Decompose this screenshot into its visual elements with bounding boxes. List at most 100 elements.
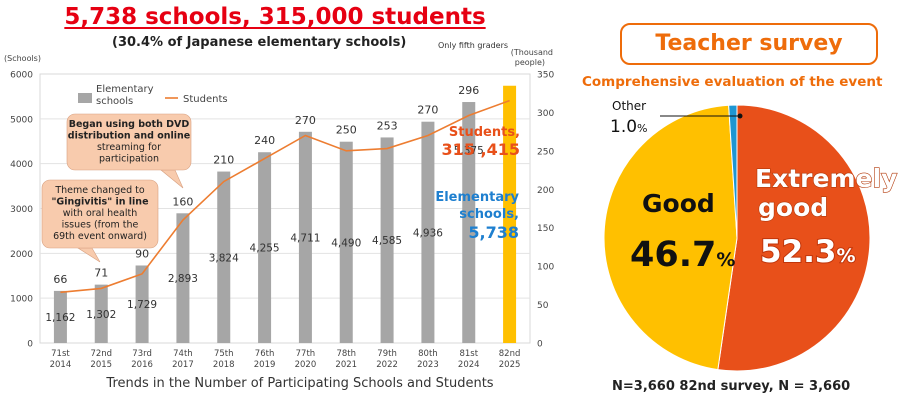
student-value-label: 240 [254, 134, 275, 147]
x-axis-tick: 73rd [132, 349, 152, 359]
school-bar [135, 265, 149, 343]
x-axis-tick: 79th [377, 349, 397, 359]
school-bar [421, 121, 435, 343]
schools-total-value: 5,738 [468, 223, 519, 242]
pie-value-good: 46.7% [630, 235, 735, 275]
student-line [60, 99, 510, 294]
school-bar [339, 141, 353, 343]
student-value-label: 210 [213, 154, 234, 167]
subtitle: (30.4% of Japanese elementary schools) [112, 35, 407, 50]
x-axis-tick: 74th [173, 349, 193, 359]
students-total-label: Students, [449, 125, 520, 140]
right-axis-unit: people) [515, 58, 545, 67]
student-value-label: 296 [458, 84, 479, 97]
right-axis-tick: 150 [537, 224, 554, 234]
participation-chart: 0 1000 2000 3000 4000 5000 6000 0 50 100 150 200 250… [4, 48, 554, 370]
x-axis-tick: 2017 [172, 360, 194, 370]
pie-slice-2 [603, 104, 738, 371]
right-axis-tick: 50 [537, 301, 549, 311]
callout-dvd-streaming-text: distribution and online [68, 131, 190, 142]
school-value-label: 4,255 [250, 243, 280, 255]
legend-schools-label: Elementary [96, 84, 154, 95]
x-axis-tick: 2018 [213, 360, 235, 370]
x-axis-tick: 76th [255, 349, 275, 359]
x-axis-tick: 2023 [417, 360, 439, 370]
right-axis-tick: 100 [537, 263, 554, 273]
right-axis-tick: 350 [537, 71, 554, 81]
x-axis-tick: 80th [418, 349, 438, 359]
school-value-label: 5,375 [454, 145, 484, 157]
pie-value-number: 1.0 [610, 117, 637, 137]
school-bar [462, 102, 476, 343]
legend-schools-label: schools [96, 96, 133, 107]
x-axis-tick: 75th [214, 349, 234, 359]
left-axis-tick: 1000 [10, 295, 33, 305]
left-axis-tick: 6000 [10, 71, 33, 81]
school-value-label: 4,711 [290, 232, 320, 244]
callout-dvd-streaming-text: participation [99, 154, 159, 165]
pie-value-number: 46.7 [630, 235, 716, 275]
survey-title: Teacher survey [620, 23, 878, 65]
x-axis-tick: 81st [459, 349, 478, 359]
pie-value-other: 1.0% [610, 117, 648, 137]
left-axis-tick: 3000 [10, 205, 33, 215]
callout-dvd-streaming-text: streaming for [97, 142, 161, 153]
pie-slice-3 [728, 104, 738, 239]
school-value-label: 1,729 [127, 299, 157, 311]
right-axis-tick: 250 [537, 147, 554, 157]
bars [53, 85, 517, 343]
left-axis-unit: (Schools) [4, 54, 41, 63]
school-bar [503, 85, 517, 343]
callout-theme-change-text: issues (from the [62, 220, 139, 231]
x-axis-tick: 2014 [50, 360, 72, 370]
callout-theme-change-text: 69th event onward) [53, 231, 147, 242]
pie-value-number: 52.3 [760, 234, 837, 270]
callout-theme-change [41, 179, 159, 249]
x-axis-tick: 2021 [335, 360, 357, 370]
left-axis-tick: 0 [27, 340, 33, 350]
student-value-label: 66 [53, 273, 67, 286]
other-leader-dot [737, 113, 743, 119]
x-axis-tick: 2025 [499, 360, 521, 370]
legend-students-label: Students [183, 94, 228, 105]
chart-caption: Trends in the Number of Participating Sc… [106, 376, 494, 391]
callout-theme-change-pointer [76, 247, 101, 263]
right-axis-tick: 300 [537, 109, 554, 119]
student-value-label: 270 [417, 104, 438, 117]
pie-value-extremely-good: 52.3% [760, 234, 856, 270]
school-value-label: 4,490 [331, 237, 361, 249]
student-value-label: 90 [135, 247, 149, 260]
school-value-label: 2,893 [168, 273, 198, 285]
student-value-label: 250 [336, 124, 357, 137]
school-bar [258, 152, 272, 343]
student-value-label: 160 [172, 195, 193, 208]
survey-subtitle: Comprehensive evaluation of the event [582, 74, 883, 90]
pie-value-unit: % [637, 122, 647, 135]
callout-dvd-streaming-text: Began using both DVD [69, 119, 190, 130]
x-axis-tick: 2019 [254, 360, 276, 370]
school-bar [53, 290, 67, 343]
headline: 5,738 schools, 315,000 students [64, 4, 486, 30]
x-axis-tick: 72nd [90, 349, 112, 359]
pie-value-unit: % [716, 249, 735, 271]
right-axis-tick: 200 [537, 186, 554, 196]
fifth-graders-note: Only fifth graders [438, 41, 509, 50]
student-value-label: 253 [377, 119, 398, 132]
x-axis-tick: 71st [51, 349, 70, 359]
pie-label-good: Good [642, 189, 715, 218]
callout-theme-change-text: Theme changed to [54, 185, 145, 196]
school-bar [176, 213, 190, 343]
legend-bar-swatch [78, 93, 92, 103]
school-bar [217, 171, 231, 343]
school-value-label: 1,302 [86, 309, 116, 321]
data-labels: 1,162 1,302 1,729 2,893 3,824 4,255 4,711 4,490… [45, 84, 483, 324]
left-axis-tick: 2000 [10, 250, 33, 260]
pie-value-unit: % [837, 245, 856, 267]
x-axis-tick: 2024 [458, 360, 480, 370]
x-axis-tick: 2015 [90, 360, 112, 370]
school-bar [380, 137, 394, 343]
x-axis-tick: 82nd [499, 349, 521, 359]
right-axis-unit: (Thousand [511, 48, 553, 57]
